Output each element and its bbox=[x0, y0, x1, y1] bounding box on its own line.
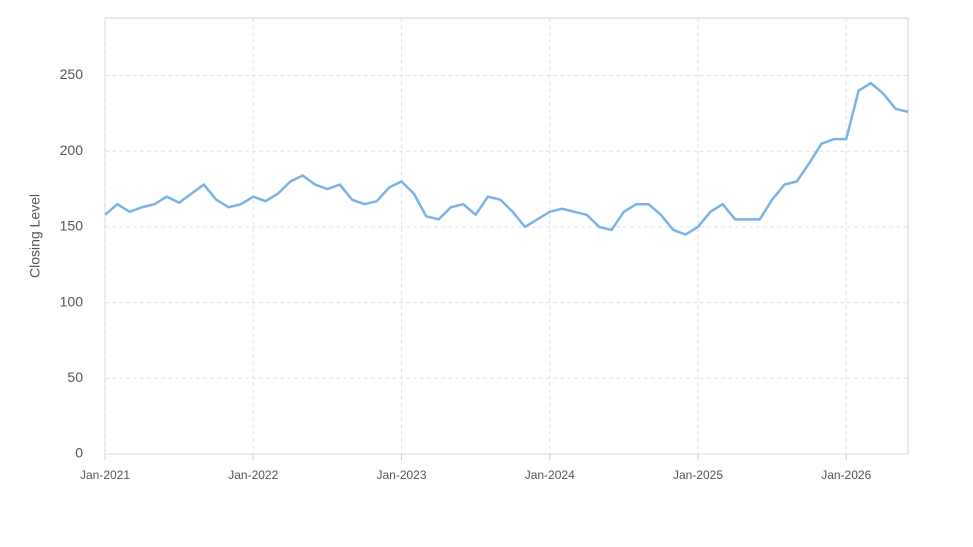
y-tick-label: 150 bbox=[60, 218, 84, 234]
x-tick-label: Jan-2021 bbox=[80, 468, 130, 482]
plot-frame bbox=[104, 17, 909, 455]
y-axis-label: Closing Level bbox=[27, 194, 43, 278]
y-tick-label: 250 bbox=[60, 66, 84, 82]
data-line bbox=[104, 81, 909, 236]
y-tick-label: 0 bbox=[75, 445, 83, 461]
x-tick-label: Jan-2026 bbox=[821, 468, 871, 482]
x-tick-label: Jan-2025 bbox=[673, 468, 723, 482]
x-tick-label: Jan-2024 bbox=[525, 468, 575, 482]
x-tick-label: Jan-2022 bbox=[228, 468, 278, 482]
y-tick-label: 100 bbox=[60, 293, 84, 309]
y-tick-label: 200 bbox=[60, 142, 84, 158]
y-tick-label: 50 bbox=[67, 369, 83, 385]
x-tick-label: Jan-2023 bbox=[376, 468, 426, 482]
